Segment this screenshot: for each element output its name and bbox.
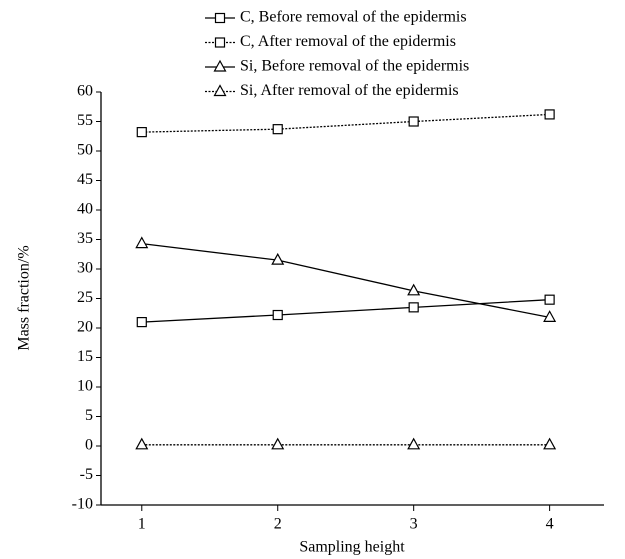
marker-triangle <box>135 236 149 249</box>
series-line <box>141 113 550 133</box>
y-tick-label: 15 <box>77 348 93 365</box>
y-tick-label: 45 <box>77 171 93 188</box>
marker-triangle <box>407 283 421 296</box>
y-tick-label: -10 <box>72 496 93 513</box>
marker-square <box>136 317 147 328</box>
marker-square <box>408 302 419 313</box>
y-axis-label: Mass fraction/% <box>16 245 33 350</box>
y-tick-label: 25 <box>77 289 93 306</box>
y-tick-label: 10 <box>77 378 93 395</box>
marker-square <box>272 124 283 135</box>
y-tick-label: 35 <box>77 230 93 247</box>
marker-square <box>272 309 283 321</box>
y-tick-label: -5 <box>80 466 93 483</box>
marker-triangle <box>213 59 227 72</box>
y-tick-label: 55 <box>77 112 93 129</box>
y-tick-label: 0 <box>85 437 93 454</box>
series-line <box>141 299 550 323</box>
legend-label: C, Before removal of the epidermis <box>240 9 467 26</box>
x-tick-label: 3 <box>410 516 418 533</box>
marker-square <box>214 12 226 24</box>
y-tick-label: 30 <box>77 260 93 277</box>
marker-triangle <box>271 437 285 450</box>
series-line <box>141 242 550 319</box>
y-tick-label: 5 <box>85 407 93 424</box>
marker-square <box>408 116 419 127</box>
marker-square <box>544 294 555 305</box>
marker-triangle <box>271 252 285 265</box>
x-tick-label: 4 <box>546 516 554 533</box>
marker-triangle <box>135 437 149 450</box>
marker-square <box>136 127 147 138</box>
y-tick-label: 60 <box>77 83 93 100</box>
marker-triangle <box>543 437 557 450</box>
marker-triangle <box>543 310 557 322</box>
y-tick-label: 50 <box>77 142 93 159</box>
y-tick-label: 20 <box>77 319 93 336</box>
x-axis-label: Sampling height <box>299 539 405 556</box>
legend-label: Si, Before removal of the epidermis <box>240 58 469 75</box>
marker-triangle <box>213 84 227 97</box>
marker-square <box>214 37 226 48</box>
y-tick-label: 40 <box>77 201 93 218</box>
marker-square <box>544 109 555 120</box>
legend-label: C, After removal of the epidermis <box>240 33 456 50</box>
x-tick-label: 1 <box>138 516 146 533</box>
marker-triangle <box>407 437 421 450</box>
x-tick-label: 2 <box>274 516 282 533</box>
legend-label: Si, After removal of the epidermis <box>240 82 459 99</box>
